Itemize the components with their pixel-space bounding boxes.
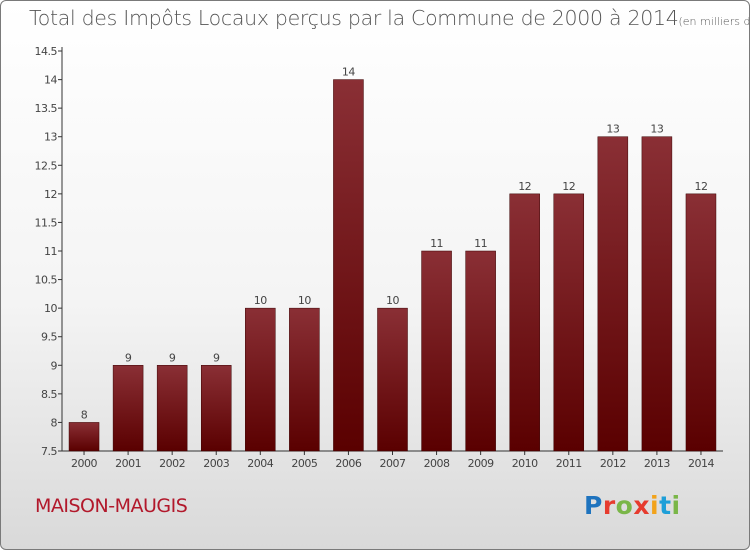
y-tick-label: 11 <box>44 245 57 258</box>
chart-title: Total des Impôts Locaux perçus par la Co… <box>29 6 750 30</box>
logo-letter: i <box>671 491 681 520</box>
bar-2001 <box>112 365 144 452</box>
logo-letter: P <box>584 491 603 520</box>
x-tick-label: 2004 <box>247 457 273 470</box>
title-text: Total des Impôts Locaux perçus par la Co… <box>29 6 679 30</box>
bar-2014 <box>685 193 717 452</box>
bar-2006 <box>333 79 364 452</box>
bar-2012 <box>597 136 629 452</box>
bar-2010 <box>509 193 540 452</box>
bar-value-label: 14 <box>342 66 355 79</box>
x-tick-label: 2010 <box>512 457 538 470</box>
bar-value-label: 10 <box>386 294 399 307</box>
logo-letter: i <box>650 491 660 520</box>
bar-value-label: 12 <box>518 180 531 193</box>
x-tick-label: 2012 <box>600 457 626 470</box>
logo-letter: r <box>602 491 616 520</box>
x-tick-label: 2014 <box>688 457 714 470</box>
bar-2013 <box>641 136 673 452</box>
x-axis-labels: 2000 2001 2002 2003 2004 2005 2006 2007 2008 2009… <box>71 457 715 470</box>
y-tick-label: 9 <box>51 359 58 372</box>
y-tick-label: 11.5 <box>35 216 58 229</box>
logo-letter: x <box>633 491 650 520</box>
bar-2009 <box>465 250 496 452</box>
value-labels: 8 9 9 9 10 10 14 10 11 11 12 12 13 13 12 <box>81 66 708 422</box>
bar-2011 <box>553 193 585 452</box>
bar-2008 <box>421 250 452 452</box>
bar-value-label: 9 <box>213 351 220 364</box>
logo-letter: t <box>659 491 672 520</box>
bar-value-label: 13 <box>606 123 619 136</box>
y-axis-labels: 7.5 8 8.5 9 9.5 10 10.5 11 11.5 12 12.5 13 13.5 14 14.… <box>35 45 59 458</box>
bar-value-label: 10 <box>254 294 267 307</box>
x-tick-label: 2013 <box>644 457 670 470</box>
y-tick-label: 12 <box>44 188 57 201</box>
commune-name: MAISON-MAUGIS <box>35 495 188 517</box>
bar-value-label: 9 <box>169 351 176 364</box>
x-tick-label: 2002 <box>159 457 185 470</box>
x-tick-label: 2001 <box>115 457 141 470</box>
bar-2007 <box>377 307 408 452</box>
chart-bars <box>68 79 717 452</box>
bar-2003 <box>200 365 232 452</box>
x-tick-label: 2008 <box>424 457 450 470</box>
y-tick-label: 9.5 <box>41 331 57 344</box>
y-tick-label: 13.5 <box>35 102 58 115</box>
bar-value-label: 11 <box>474 237 487 250</box>
bar-value-label: 12 <box>694 180 707 193</box>
bar-value-label: 10 <box>298 294 311 307</box>
bar-value-label: 8 <box>81 408 88 421</box>
bar-2004 <box>245 307 276 452</box>
bar-value-label: 11 <box>430 237 443 250</box>
x-tick-label: 2011 <box>556 457 582 470</box>
y-tick-label: 13 <box>44 131 57 144</box>
x-tick-label: 2007 <box>380 457 406 470</box>
bar-2000 <box>68 422 100 452</box>
y-tick-label: 8.5 <box>41 388 57 401</box>
bar-value-label: 12 <box>562 180 575 193</box>
y-tick-label: 8 <box>51 416 58 429</box>
logo-letter: o <box>615 491 634 520</box>
y-tick-label: 7.5 <box>41 445 57 458</box>
y-tick-label: 12.5 <box>35 159 58 172</box>
x-tick-label: 2000 <box>71 457 97 470</box>
y-tick-label: 14 <box>44 74 57 87</box>
y-tick-label: 10.5 <box>35 274 58 287</box>
x-tick-label: 2003 <box>203 457 229 470</box>
x-tick-label: 2005 <box>291 457 317 470</box>
y-tick-label: 14.5 <box>35 45 58 58</box>
proxiti-logo[interactable]: Proxiti <box>584 491 681 520</box>
y-tick-label: 10 <box>44 302 57 315</box>
bar-value-label: 13 <box>650 123 663 136</box>
x-tick-label: 2006 <box>335 457 361 470</box>
x-tick-label: 2009 <box>468 457 494 470</box>
bar-value-label: 9 <box>125 351 132 364</box>
title-unit: (en milliers d'€) <box>678 15 750 28</box>
bar-2005 <box>289 307 320 452</box>
bar-2002 <box>156 365 188 452</box>
